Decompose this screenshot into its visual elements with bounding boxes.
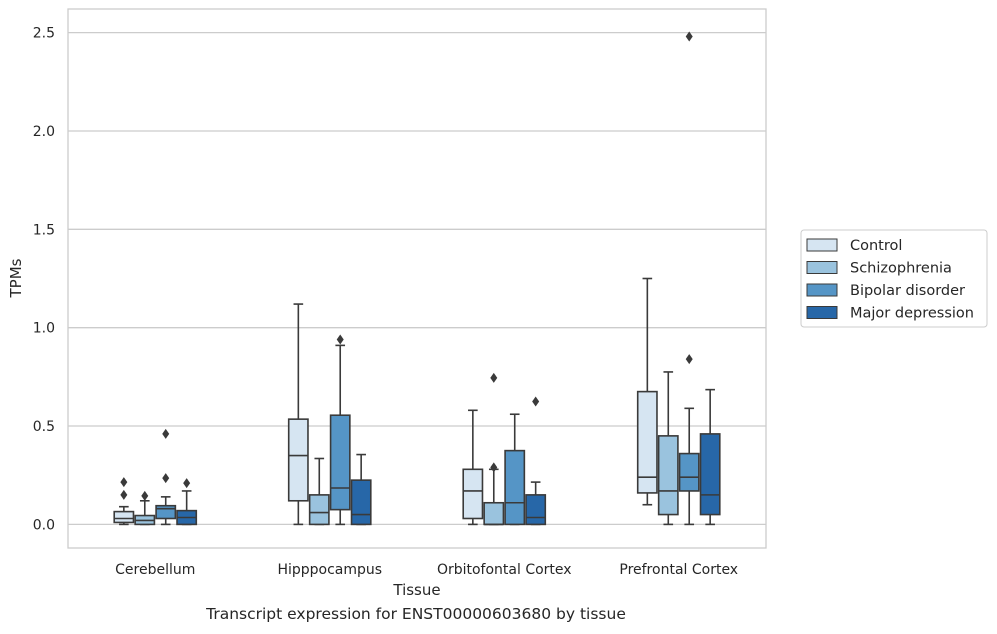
legend-swatch — [806, 283, 838, 297]
legend-frame — [800, 229, 988, 328]
box — [636, 277, 658, 506]
box-iqr — [329, 414, 351, 511]
legend-swatch — [806, 238, 838, 252]
legend-label: Control — [850, 238, 902, 254]
outlier-point — [490, 372, 498, 383]
outlier-point — [162, 473, 170, 484]
legend-label: Bipolar disorder — [850, 283, 965, 299]
box-iqr — [287, 418, 309, 502]
y-tick-label: 0.0 — [33, 517, 55, 533]
outlier-point — [336, 334, 344, 345]
box-iqr — [657, 435, 679, 516]
legend-swatch — [806, 306, 838, 319]
y-tick-label: 0.5 — [33, 419, 55, 435]
box-iqr — [525, 494, 547, 526]
y-tick-label: 1.0 — [33, 321, 55, 337]
figure-caption: Transcript expression for ENST0000060368… — [206, 605, 626, 623]
box-groups — [113, 31, 721, 526]
box-iqr — [678, 452, 700, 492]
box — [678, 31, 700, 526]
box — [699, 388, 721, 526]
y-axis-ticks: 0.0 0.5 1.0 1.5 2.0 2.5 — [33, 26, 55, 534]
box-iqr — [504, 449, 526, 526]
box — [329, 334, 351, 526]
y-tick-label: 1.5 — [33, 222, 55, 238]
box-iqr — [462, 468, 484, 520]
x-tick-label: Prefrontal Cortex — [619, 562, 738, 578]
outlier-point — [162, 428, 170, 439]
x-axis-ticks: Cerebellum Hipppocampus Orbitofontal Corte… — [115, 562, 738, 578]
box-iqr — [350, 479, 372, 526]
y-axis-label: TPMs — [7, 258, 25, 298]
outlier-point — [141, 490, 149, 501]
box-iqr — [308, 494, 330, 526]
x-tick-label: Cerebellum — [115, 562, 195, 578]
box — [155, 428, 177, 526]
box-iqr — [483, 501, 505, 526]
outlier-point — [490, 462, 498, 473]
x-tick-label: Hipppocampus — [277, 562, 382, 578]
box-iqr — [699, 433, 721, 516]
box — [350, 453, 372, 526]
box — [176, 478, 198, 526]
box — [504, 413, 526, 526]
box — [657, 371, 679, 526]
legend: Control Schizophrenia Bipolar disorder Majo… — [800, 229, 988, 328]
outlier-point — [685, 354, 693, 365]
box — [113, 477, 135, 526]
box-iqr — [113, 510, 135, 524]
legend-label: Major depression — [850, 306, 974, 322]
box-iqr — [636, 390, 658, 494]
box — [287, 303, 309, 526]
box — [462, 409, 484, 526]
x-tick-label: Orbitofontal Cortex — [437, 562, 572, 578]
legend-swatch — [806, 261, 838, 274]
box — [134, 490, 156, 526]
plot-frame — [67, 8, 767, 549]
x-axis-label: Tissue — [392, 581, 440, 599]
y-tick-label: 2.5 — [33, 26, 55, 42]
outlier-point — [183, 478, 191, 489]
box-iqr — [155, 504, 177, 520]
outlier-point — [685, 31, 693, 42]
box — [308, 457, 330, 526]
box — [483, 372, 505, 526]
legend-label: Schizophrenia — [850, 261, 952, 277]
outlier-point — [120, 489, 128, 500]
box — [525, 396, 547, 526]
outlier-point — [532, 396, 540, 407]
y-tick-label: 2.0 — [33, 124, 55, 140]
outlier-point — [120, 477, 128, 488]
